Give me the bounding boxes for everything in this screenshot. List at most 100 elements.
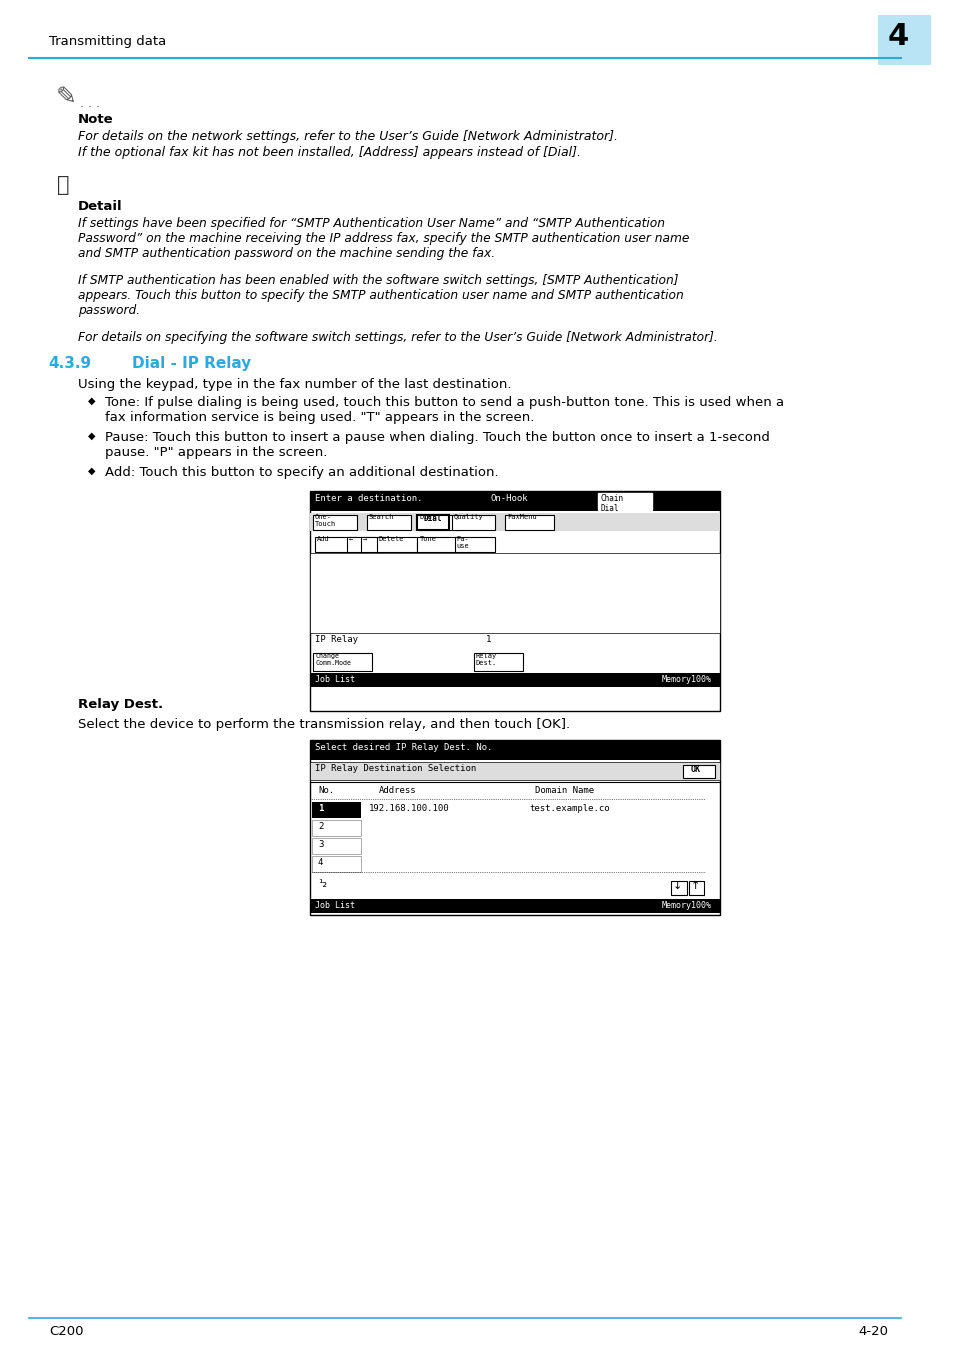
Text: One-
Touch: One- Touch	[314, 514, 336, 526]
Bar	[688, 882, 703, 895]
Text: 1: 1	[485, 634, 491, 644]
Text: Quality: Quality	[453, 514, 483, 520]
Bar	[454, 537, 495, 552]
Text: Pause: Touch this button to insert a pause when dialing. Touch the button once t: Pause: Touch this button to insert a pau…	[105, 431, 769, 444]
Text: Password” on the machine receiving the IP address fax, specify the SMTP authenti: Password” on the machine receiving the I…	[78, 232, 689, 244]
Text: Address: Address	[378, 786, 416, 795]
Text: For details on the network settings, refer to the User’s Guide [Network Administ: For details on the network settings, ref…	[78, 130, 618, 143]
Bar	[313, 653, 372, 671]
Bar	[310, 513, 720, 531]
Bar	[417, 514, 461, 531]
Text: C200: C200	[49, 1324, 83, 1338]
Bar	[310, 899, 720, 913]
Bar	[682, 765, 714, 778]
Text: ◆: ◆	[88, 431, 95, 441]
Bar	[310, 761, 720, 780]
Text: Add: Touch this button to specify an additional destination.: Add: Touch this button to specify an add…	[105, 466, 498, 479]
Text: pause. "P" appears in the screen.: pause. "P" appears in the screen.	[105, 446, 328, 459]
Text: . . .: . . .	[80, 97, 100, 109]
Text: Job List: Job List	[314, 900, 355, 910]
Bar	[312, 838, 360, 855]
Text: On-Hook: On-Hook	[490, 494, 528, 504]
Bar	[670, 882, 686, 895]
Bar	[376, 537, 417, 552]
Text: Select the device to perform the transmission relay, and then touch [OK].: Select the device to perform the transmi…	[78, 718, 570, 730]
Text: Dial: Dial	[419, 514, 436, 520]
Bar	[360, 537, 388, 552]
Text: Note: Note	[78, 113, 113, 126]
Text: Tone: Tone	[419, 536, 436, 541]
Bar	[312, 819, 360, 836]
Text: Relay Dest.: Relay Dest.	[78, 698, 163, 711]
Text: →: →	[362, 536, 367, 541]
Text: Dial - IP Relay: Dial - IP Relay	[132, 356, 251, 371]
Text: ←: ←	[349, 536, 353, 541]
Text: 4-20: 4-20	[858, 1324, 887, 1338]
Text: test.example.co: test.example.co	[529, 805, 610, 813]
Text: If the optional fax kit has not been installed, [Address] appears instead of [Di: If the optional fax kit has not been ins…	[78, 146, 580, 159]
Text: Pa-
use: Pa- use	[456, 536, 469, 549]
Text: Change
Comm.Mode: Change Comm.Mode	[314, 653, 351, 666]
Text: Job List: Job List	[314, 675, 355, 684]
Bar	[313, 514, 356, 531]
Text: fax information service is being used. "T" appears in the screen.: fax information service is being used. "…	[105, 410, 535, 424]
Text: ↑: ↑	[690, 882, 700, 891]
Text: For details on specifying the software switch settings, refer to the User’s Guid: For details on specifying the software s…	[78, 331, 717, 344]
Text: Transmitting data: Transmitting data	[49, 35, 166, 49]
Bar	[310, 740, 720, 760]
Text: 4: 4	[887, 22, 908, 51]
Text: ↓: ↓	[672, 882, 681, 891]
Bar	[417, 537, 458, 552]
Text: 4.3.9: 4.3.9	[49, 356, 91, 371]
Text: Enter a destination.: Enter a destination.	[314, 494, 422, 504]
Text: Chain
Dial: Chain Dial	[600, 494, 623, 513]
Text: 2: 2	[317, 822, 323, 832]
Text: ¹₂: ¹₂	[317, 879, 327, 890]
Bar	[310, 674, 720, 687]
Bar	[366, 514, 410, 531]
Text: Detail: Detail	[78, 200, 123, 213]
Text: password.: password.	[78, 304, 140, 317]
Bar	[417, 514, 448, 531]
Text: Memory100%: Memory100%	[660, 675, 711, 684]
Text: Domain Name: Domain Name	[534, 786, 593, 795]
Text: No.: No.	[317, 786, 334, 795]
Bar	[312, 856, 360, 872]
Text: Delete: Delete	[378, 536, 403, 541]
Text: IP Relay: IP Relay	[314, 634, 357, 644]
Bar	[312, 802, 360, 818]
Text: ✎: ✎	[56, 85, 77, 109]
Text: Relay
Dest.: Relay Dest.	[476, 653, 497, 666]
Bar	[314, 537, 355, 552]
Text: FaxMenu: FaxMenu	[507, 514, 537, 520]
FancyBboxPatch shape	[877, 15, 929, 65]
Text: ◆: ◆	[88, 396, 95, 406]
Text: IP Relay Destination Selection: IP Relay Destination Selection	[314, 764, 476, 774]
Text: If settings have been specified for “SMTP Authentication User Name” and “SMTP Au: If settings have been specified for “SMT…	[78, 217, 664, 230]
Text: ◆: ◆	[88, 466, 95, 477]
Text: 4: 4	[317, 859, 323, 867]
Bar	[310, 491, 720, 512]
Text: Dial: Dial	[423, 514, 441, 522]
Bar	[474, 653, 522, 671]
Text: 3: 3	[317, 840, 323, 849]
Text: appears. Touch this button to specify the SMTP authentication user name and SMTP: appears. Touch this button to specify th…	[78, 289, 683, 302]
Text: If SMTP authentication has been enabled with the software switch settings, [SMTP: If SMTP authentication has been enabled …	[78, 274, 678, 288]
Text: and SMTP authentication password on the machine sending the fax.: and SMTP authentication password on the …	[78, 247, 495, 261]
Text: Memory100%: Memory100%	[660, 900, 711, 910]
Text: 192.168.100.100: 192.168.100.100	[368, 805, 449, 813]
Text: OK: OK	[690, 765, 700, 774]
Text: Select desired IP Relay Dest. No.: Select desired IP Relay Dest. No.	[314, 743, 492, 752]
Text: Search: Search	[368, 514, 394, 520]
Text: Add: Add	[316, 536, 330, 541]
Text: 1: 1	[317, 805, 323, 813]
Bar	[598, 493, 651, 510]
Bar	[347, 537, 375, 552]
Text: Tone: If pulse dialing is being used, touch this button to send a push-button to: Tone: If pulse dialing is being used, to…	[105, 396, 783, 409]
Text: 🔍: 🔍	[57, 176, 70, 194]
Bar	[310, 491, 720, 711]
Text: Using the keypad, type in the fax number of the last destination.: Using the keypad, type in the fax number…	[78, 378, 511, 392]
Bar	[310, 554, 720, 633]
Bar	[310, 740, 720, 915]
Bar	[451, 514, 495, 531]
